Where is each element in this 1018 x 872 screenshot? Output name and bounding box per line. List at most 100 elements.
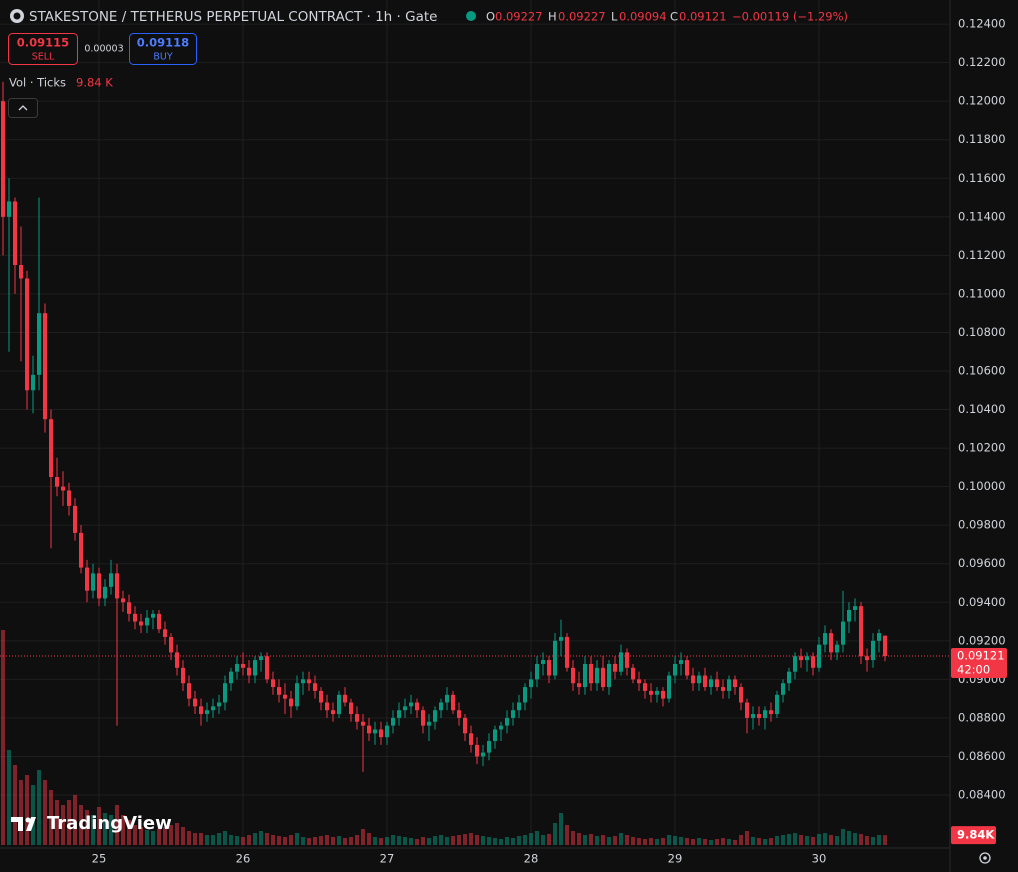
candle-body	[391, 717, 395, 726]
candle-body	[787, 671, 791, 684]
buy-box[interactable]	[129, 33, 197, 65]
candle-body	[607, 663, 611, 688]
candle-body	[277, 687, 281, 695]
volume-bar	[571, 831, 575, 845]
volume-bar	[769, 838, 773, 845]
candle-body	[319, 690, 323, 703]
candle-body	[541, 660, 545, 664]
chevron[interactable]	[18, 105, 28, 111]
candle-body	[73, 505, 77, 533]
candle-body	[841, 621, 845, 645]
volume-bar	[139, 827, 143, 845]
volume-bar	[715, 839, 719, 845]
buy-button[interactable]: 0.09118 BUY	[129, 33, 197, 65]
gear-center[interactable]	[983, 856, 987, 860]
volume-bar	[589, 834, 593, 845]
grid	[0, 0, 950, 848]
candles	[0, 81, 950, 772]
sell-price[interactable]: 0.09115	[17, 36, 69, 50]
candle-body	[349, 702, 353, 715]
y-tick-label: 0.09800	[958, 518, 1006, 532]
candle-body	[835, 644, 839, 653]
sell-box[interactable]	[8, 33, 78, 65]
volume-bar	[253, 833, 257, 845]
candle-body	[265, 656, 269, 680]
candle-body	[187, 683, 191, 699]
candle-body	[649, 690, 653, 695]
volume-bar	[439, 835, 443, 845]
candle-body	[637, 679, 641, 684]
volume-bar	[331, 837, 335, 845]
candle-body	[331, 710, 335, 715]
volume-bar	[325, 835, 329, 845]
volume-bar	[475, 835, 479, 845]
volume-bar	[805, 836, 809, 845]
volume-bar	[763, 839, 767, 845]
collapse-button[interactable]	[8, 98, 38, 118]
candle-body	[877, 633, 881, 641]
candle-body	[673, 663, 677, 676]
candle-body	[523, 687, 527, 703]
candle-body	[157, 613, 161, 630]
candle-body	[7, 201, 11, 217]
candle-body	[475, 744, 479, 757]
volume-bar	[49, 790, 53, 845]
candle-body	[175, 652, 179, 668]
candle-body	[409, 702, 413, 707]
volume-bar	[13, 765, 17, 845]
candle-body	[271, 679, 275, 688]
volume-bar	[733, 840, 737, 845]
y-tick-label: 0.12000	[958, 94, 1006, 108]
candle-body	[343, 694, 347, 703]
gear[interactable]	[979, 852, 991, 864]
candle-body	[13, 201, 17, 265]
candle-body	[775, 694, 779, 715]
x-tick-label: 29	[668, 852, 683, 866]
candle-body	[97, 573, 101, 599]
volume-bar	[553, 823, 557, 845]
candle-body	[139, 621, 143, 626]
volume-bar	[691, 839, 695, 845]
candle-body	[67, 490, 71, 506]
buy-price[interactable]: 0.09118	[137, 36, 189, 50]
volume-bar	[43, 780, 47, 845]
y-tick-label: 0.08800	[958, 710, 1006, 724]
candle-body	[829, 633, 833, 653]
settings-button[interactable]	[979, 852, 991, 864]
candle-body	[301, 679, 305, 684]
volume-bar	[601, 835, 605, 845]
candle-body	[769, 710, 773, 715]
time-axis: 25 26 27 28 29 30	[92, 852, 827, 866]
volume-bar	[415, 839, 419, 845]
volume-bar	[67, 800, 71, 845]
candle-body	[61, 486, 65, 491]
volume-bar	[703, 839, 707, 845]
sell-label[interactable]: SELL	[32, 52, 55, 63]
candle-body	[715, 679, 719, 688]
candle-body	[859, 606, 863, 657]
volume-bar	[757, 838, 761, 845]
volume-bar	[481, 836, 485, 845]
candle-body	[247, 667, 251, 676]
candle-body	[127, 602, 131, 614]
x-tick-label: 26	[236, 852, 251, 866]
volume-bar	[361, 829, 365, 845]
volume-bar	[397, 836, 401, 845]
candle-body	[79, 532, 83, 568]
candle-body	[433, 710, 437, 722]
x-tick-label: 28	[524, 852, 539, 866]
candle-body	[19, 265, 23, 279]
volume-bar	[421, 837, 425, 845]
collapse-box[interactable]	[8, 98, 38, 118]
volume-bar	[199, 833, 203, 845]
sell-button[interactable]: 0.09115 SELL	[8, 33, 78, 65]
candle-body	[763, 710, 767, 718]
buy-label[interactable]: BUY	[153, 52, 172, 63]
volume-bar	[109, 815, 113, 845]
candle-body	[283, 694, 287, 699]
volume-bar	[577, 833, 581, 845]
volume-bar	[529, 833, 533, 845]
candle-body	[871, 640, 875, 661]
candle-body	[781, 683, 785, 695]
